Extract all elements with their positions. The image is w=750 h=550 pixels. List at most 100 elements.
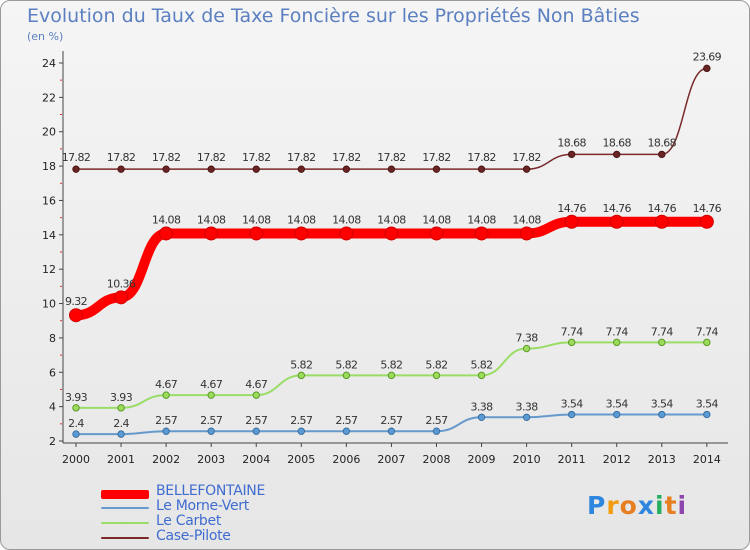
data-label-le-carbet: 3.93	[65, 391, 88, 404]
data-label-le-carbet: 5.82	[335, 358, 357, 371]
data-point-bellefontaine	[429, 226, 444, 241]
data-label-le-morne-vert: 3.54	[561, 398, 584, 411]
data-point-le-morne-vert	[432, 427, 441, 435]
data-point-bellefontaine	[474, 226, 489, 241]
data-point-bellefontaine	[699, 214, 714, 229]
logo-letter: t	[664, 491, 678, 520]
data-label-le-morne-vert: 3.54	[606, 398, 629, 411]
data-point-case-pilote	[387, 165, 396, 173]
x-tick-label: 2012	[603, 453, 631, 466]
logo-letter: i	[655, 491, 665, 520]
x-tick-label: 2011	[558, 453, 586, 466]
data-label-bellefontaine: 14.08	[512, 213, 541, 226]
y-tick-label: 22	[42, 91, 56, 104]
data-point-bellefontaine	[339, 226, 354, 241]
data-point-le-carbet	[297, 371, 305, 380]
data-label-case-pilote: 17.82	[287, 151, 316, 164]
legend-label-le-morne-vert: Le Morne-Vert	[156, 498, 249, 514]
data-label-le-morne-vert: 3.54	[696, 398, 719, 411]
data-label-bellefontaine: 14.08	[152, 213, 181, 226]
data-point-le-carbet	[703, 338, 711, 347]
x-tick-label: 2010	[513, 453, 541, 466]
data-point-case-pilote	[613, 150, 621, 159]
y-tick-label: 14	[42, 229, 56, 242]
data-point-le-morne-vert	[252, 427, 260, 435]
data-point-le-morne-vert	[477, 413, 486, 421]
data-label-bellefontaine: 14.08	[197, 213, 226, 226]
data-label-le-carbet: 5.82	[290, 358, 312, 371]
data-point-le-morne-vert	[72, 430, 80, 438]
x-tick-label: 2008	[422, 453, 450, 466]
data-point-le-morne-vert	[162, 427, 170, 435]
data-point-case-pilote	[72, 165, 80, 173]
data-point-case-pilote	[117, 165, 125, 173]
data-label-case-pilote: 17.82	[512, 151, 541, 164]
data-label-case-pilote: 17.82	[62, 151, 91, 164]
data-label-le-morne-vert: 3.38	[516, 400, 539, 413]
y-tick-label: 2	[49, 435, 56, 448]
data-point-case-pilote	[658, 150, 666, 159]
y-tick-label: 24	[42, 57, 56, 70]
data-point-le-carbet	[162, 391, 170, 399]
data-label-case-pilote: 17.82	[152, 151, 181, 164]
legend-swatch-le-morne-vert	[101, 507, 149, 509]
data-point-case-pilote	[432, 165, 441, 173]
data-label-le-morne-vert: 2.4	[68, 417, 84, 430]
data-point-case-pilote	[207, 165, 215, 173]
data-label-le-morne-vert: 2.57	[155, 414, 178, 427]
data-point-bellefontaine	[654, 214, 669, 229]
data-point-le-carbet	[117, 404, 125, 412]
unit-label: (en %)	[27, 30, 64, 43]
data-point-le-morne-vert	[522, 413, 531, 421]
data-label-le-carbet: 5.82	[425, 358, 447, 371]
data-point-case-pilote	[522, 165, 531, 173]
logo-letter: o	[619, 491, 638, 520]
data-point-case-pilote	[703, 64, 711, 73]
data-point-le-morne-vert	[297, 427, 305, 435]
data-label-le-morne-vert: 2.4	[113, 417, 129, 430]
data-point-le-morne-vert	[613, 410, 621, 419]
data-label-bellefontaine: 14.08	[422, 213, 451, 226]
data-point-bellefontaine	[249, 226, 264, 241]
data-label-case-pilote: 17.82	[467, 151, 496, 164]
logo-letter: r	[606, 491, 620, 520]
data-point-bellefontaine	[69, 308, 83, 323]
data-label-bellefontaine: 10.36	[107, 277, 136, 290]
logo-letter: P	[587, 491, 607, 520]
data-point-le-morne-vert	[207, 427, 215, 435]
data-label-le-morne-vert: 2.57	[335, 414, 358, 427]
data-point-le-carbet	[387, 371, 396, 380]
y-tick-label: 20	[42, 126, 56, 139]
data-label-case-pilote: 17.82	[107, 151, 136, 164]
data-label-bellefontaine: 14.08	[467, 213, 496, 226]
data-point-le-carbet	[432, 371, 441, 380]
data-label-bellefontaine: 9.32	[65, 295, 87, 308]
data-label-le-morne-vert: 2.57	[245, 414, 268, 427]
data-label-le-carbet: 7.38	[516, 332, 539, 345]
data-point-le-carbet	[207, 391, 215, 399]
data-point-case-pilote	[252, 165, 260, 173]
data-label-le-carbet: 7.74	[696, 325, 719, 338]
legend-swatch-bellefontaine	[101, 490, 149, 499]
data-point-bellefontaine	[609, 214, 624, 229]
data-point-bellefontaine	[114, 290, 129, 305]
data-point-le-carbet	[658, 338, 666, 347]
legend-label-case-pilote: Case-Pilote	[156, 528, 231, 544]
x-tick-label: 2002	[152, 453, 180, 466]
x-tick-label: 2006	[332, 453, 360, 466]
legend-swatch-case-pilote	[101, 537, 149, 539]
data-label-le-morne-vert: 2.57	[290, 414, 313, 427]
data-point-bellefontaine	[204, 226, 219, 241]
y-tick-label: 4	[49, 401, 56, 414]
data-point-case-pilote	[477, 165, 486, 173]
data-label-bellefontaine: 14.08	[377, 213, 406, 226]
data-point-bellefontaine	[564, 214, 579, 229]
data-label-bellefontaine: 14.08	[332, 213, 361, 226]
x-tick-label: 2004	[242, 453, 270, 466]
y-tick-label: 10	[42, 298, 56, 311]
x-tick-label: 2007	[377, 453, 405, 466]
x-tick-label: 2005	[287, 453, 315, 466]
data-point-case-pilote	[567, 150, 576, 159]
legend-swatch-le-carbet	[101, 522, 149, 524]
data-point-le-morne-vert	[117, 430, 125, 438]
